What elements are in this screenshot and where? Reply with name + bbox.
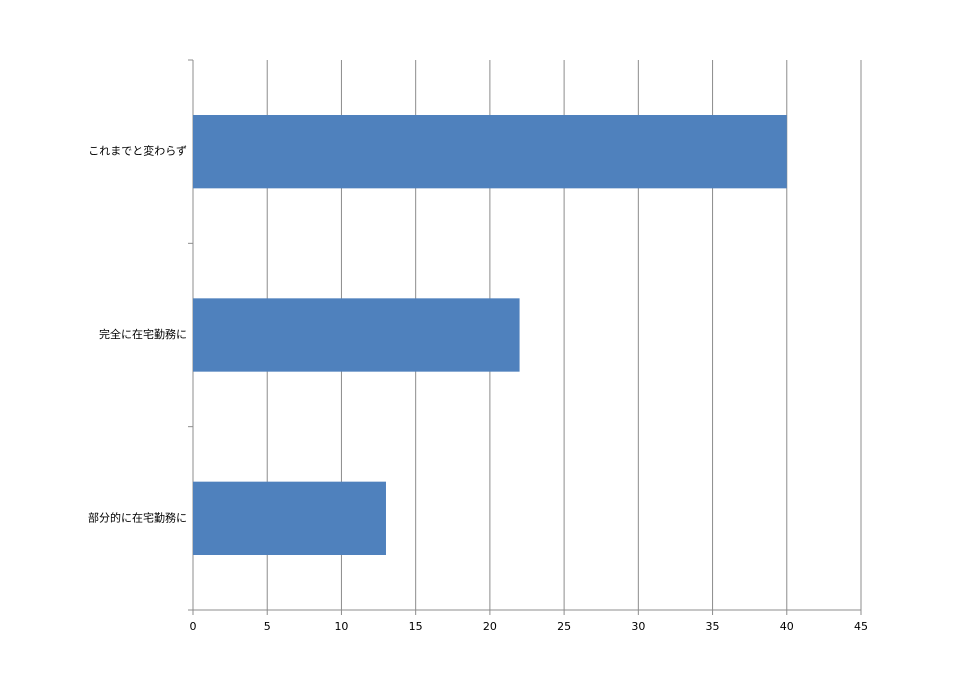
x-tick-label: 5 xyxy=(264,620,271,633)
x-tick-label: 45 xyxy=(854,620,868,633)
x-tick-label: 10 xyxy=(334,620,348,633)
bar xyxy=(193,298,520,372)
x-tick-label: 30 xyxy=(631,620,645,633)
x-tick-label: 15 xyxy=(409,620,423,633)
x-tick-label: 25 xyxy=(557,620,571,633)
y-tick-label: 部分的に在宅勤務に xyxy=(88,510,187,524)
y-tick-label: 完全に在宅勤務に xyxy=(99,327,187,341)
y-tick-label: これまでと変わらず xyxy=(88,144,187,158)
x-tick-label: 35 xyxy=(706,620,720,633)
bar xyxy=(193,481,386,555)
x-tick-label: 20 xyxy=(483,620,497,633)
x-tick-label: 0 xyxy=(190,620,197,633)
bar xyxy=(193,115,787,189)
x-tick-label: 40 xyxy=(780,620,794,633)
